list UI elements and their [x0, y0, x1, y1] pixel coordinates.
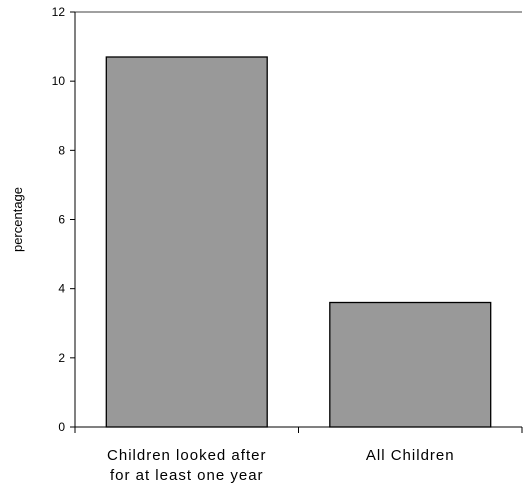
y-axis-title: percentage — [10, 187, 25, 252]
y-tick-label: 12 — [52, 5, 66, 19]
x-category-label: All Children — [366, 447, 455, 464]
labels-layer: 0 2 4 6 8 10 12 Children looked after for at lea… — [52, 5, 455, 484]
axes-layer — [70, 11, 523, 433]
y-tick-label: 10 — [52, 74, 66, 88]
y-tick-label: 4 — [58, 282, 65, 296]
bar-1 — [105, 56, 268, 428]
x-category-label: Children looked after for at least one ye… — [107, 447, 266, 484]
bar-2 — [329, 301, 492, 428]
y-tick-label: 2 — [58, 351, 65, 365]
y-tick-label: 0 — [58, 420, 65, 434]
bars-layer — [105, 56, 492, 428]
y-tick-label: 6 — [58, 213, 65, 227]
y-tick-label: 8 — [58, 143, 65, 157]
